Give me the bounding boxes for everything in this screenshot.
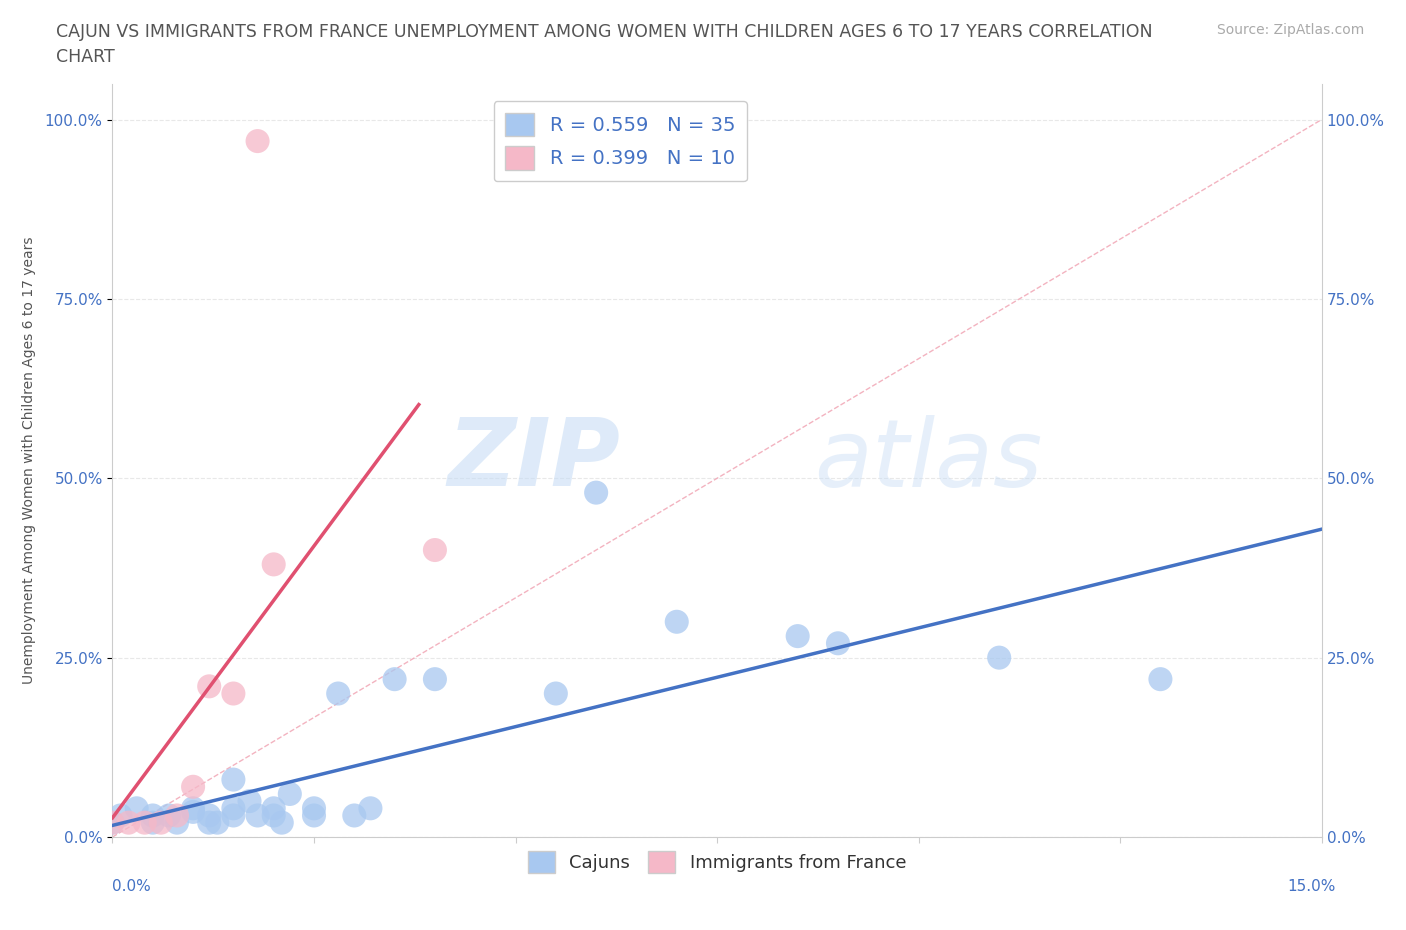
Point [1149,671,1171,686]
Point [222,808,245,823]
Point [117,816,139,830]
Point [246,134,269,149]
Point [166,808,188,823]
Point [134,816,156,830]
Point [181,779,204,794]
Point [302,801,325,816]
Point [786,629,808,644]
Text: 15.0%: 15.0% [1288,879,1336,894]
Point [384,671,406,686]
Point [149,816,172,830]
Point [198,816,221,830]
Point [222,686,245,701]
Point [101,816,124,830]
Point [270,816,292,830]
Point [585,485,607,500]
Text: ZIP: ZIP [447,415,620,506]
Point [207,816,229,830]
Point [166,816,188,830]
Text: atlas: atlas [814,415,1042,506]
Point [988,650,1011,665]
Point [665,615,688,630]
Point [246,808,269,823]
Point [423,542,446,557]
Point [238,793,260,808]
Point [423,671,446,686]
Legend: Cajuns, Immigrants from France: Cajuns, Immigrants from France [520,844,914,881]
Point [125,801,148,816]
Text: CHART: CHART [56,48,115,66]
Point [222,801,245,816]
Point [157,808,180,823]
Point [181,804,204,819]
Point [278,787,301,802]
Point [101,816,124,830]
Point [263,808,285,823]
Point [142,816,165,830]
Point [142,808,165,823]
Text: 0.0%: 0.0% [112,879,152,894]
Point [544,686,567,701]
Point [110,808,132,823]
Point [198,679,221,694]
Point [359,801,381,816]
Point [328,686,350,701]
Point [827,636,849,651]
Point [263,801,285,816]
Point [263,557,285,572]
Text: Source: ZipAtlas.com: Source: ZipAtlas.com [1216,23,1364,37]
Point [181,801,204,816]
Point [343,808,366,823]
Point [198,808,221,823]
Point [302,808,325,823]
Point [222,772,245,787]
Text: CAJUN VS IMMIGRANTS FROM FRANCE UNEMPLOYMENT AMONG WOMEN WITH CHILDREN AGES 6 TO: CAJUN VS IMMIGRANTS FROM FRANCE UNEMPLOY… [56,23,1153,41]
Y-axis label: Unemployment Among Women with Children Ages 6 to 17 years: Unemployment Among Women with Children A… [22,236,37,684]
